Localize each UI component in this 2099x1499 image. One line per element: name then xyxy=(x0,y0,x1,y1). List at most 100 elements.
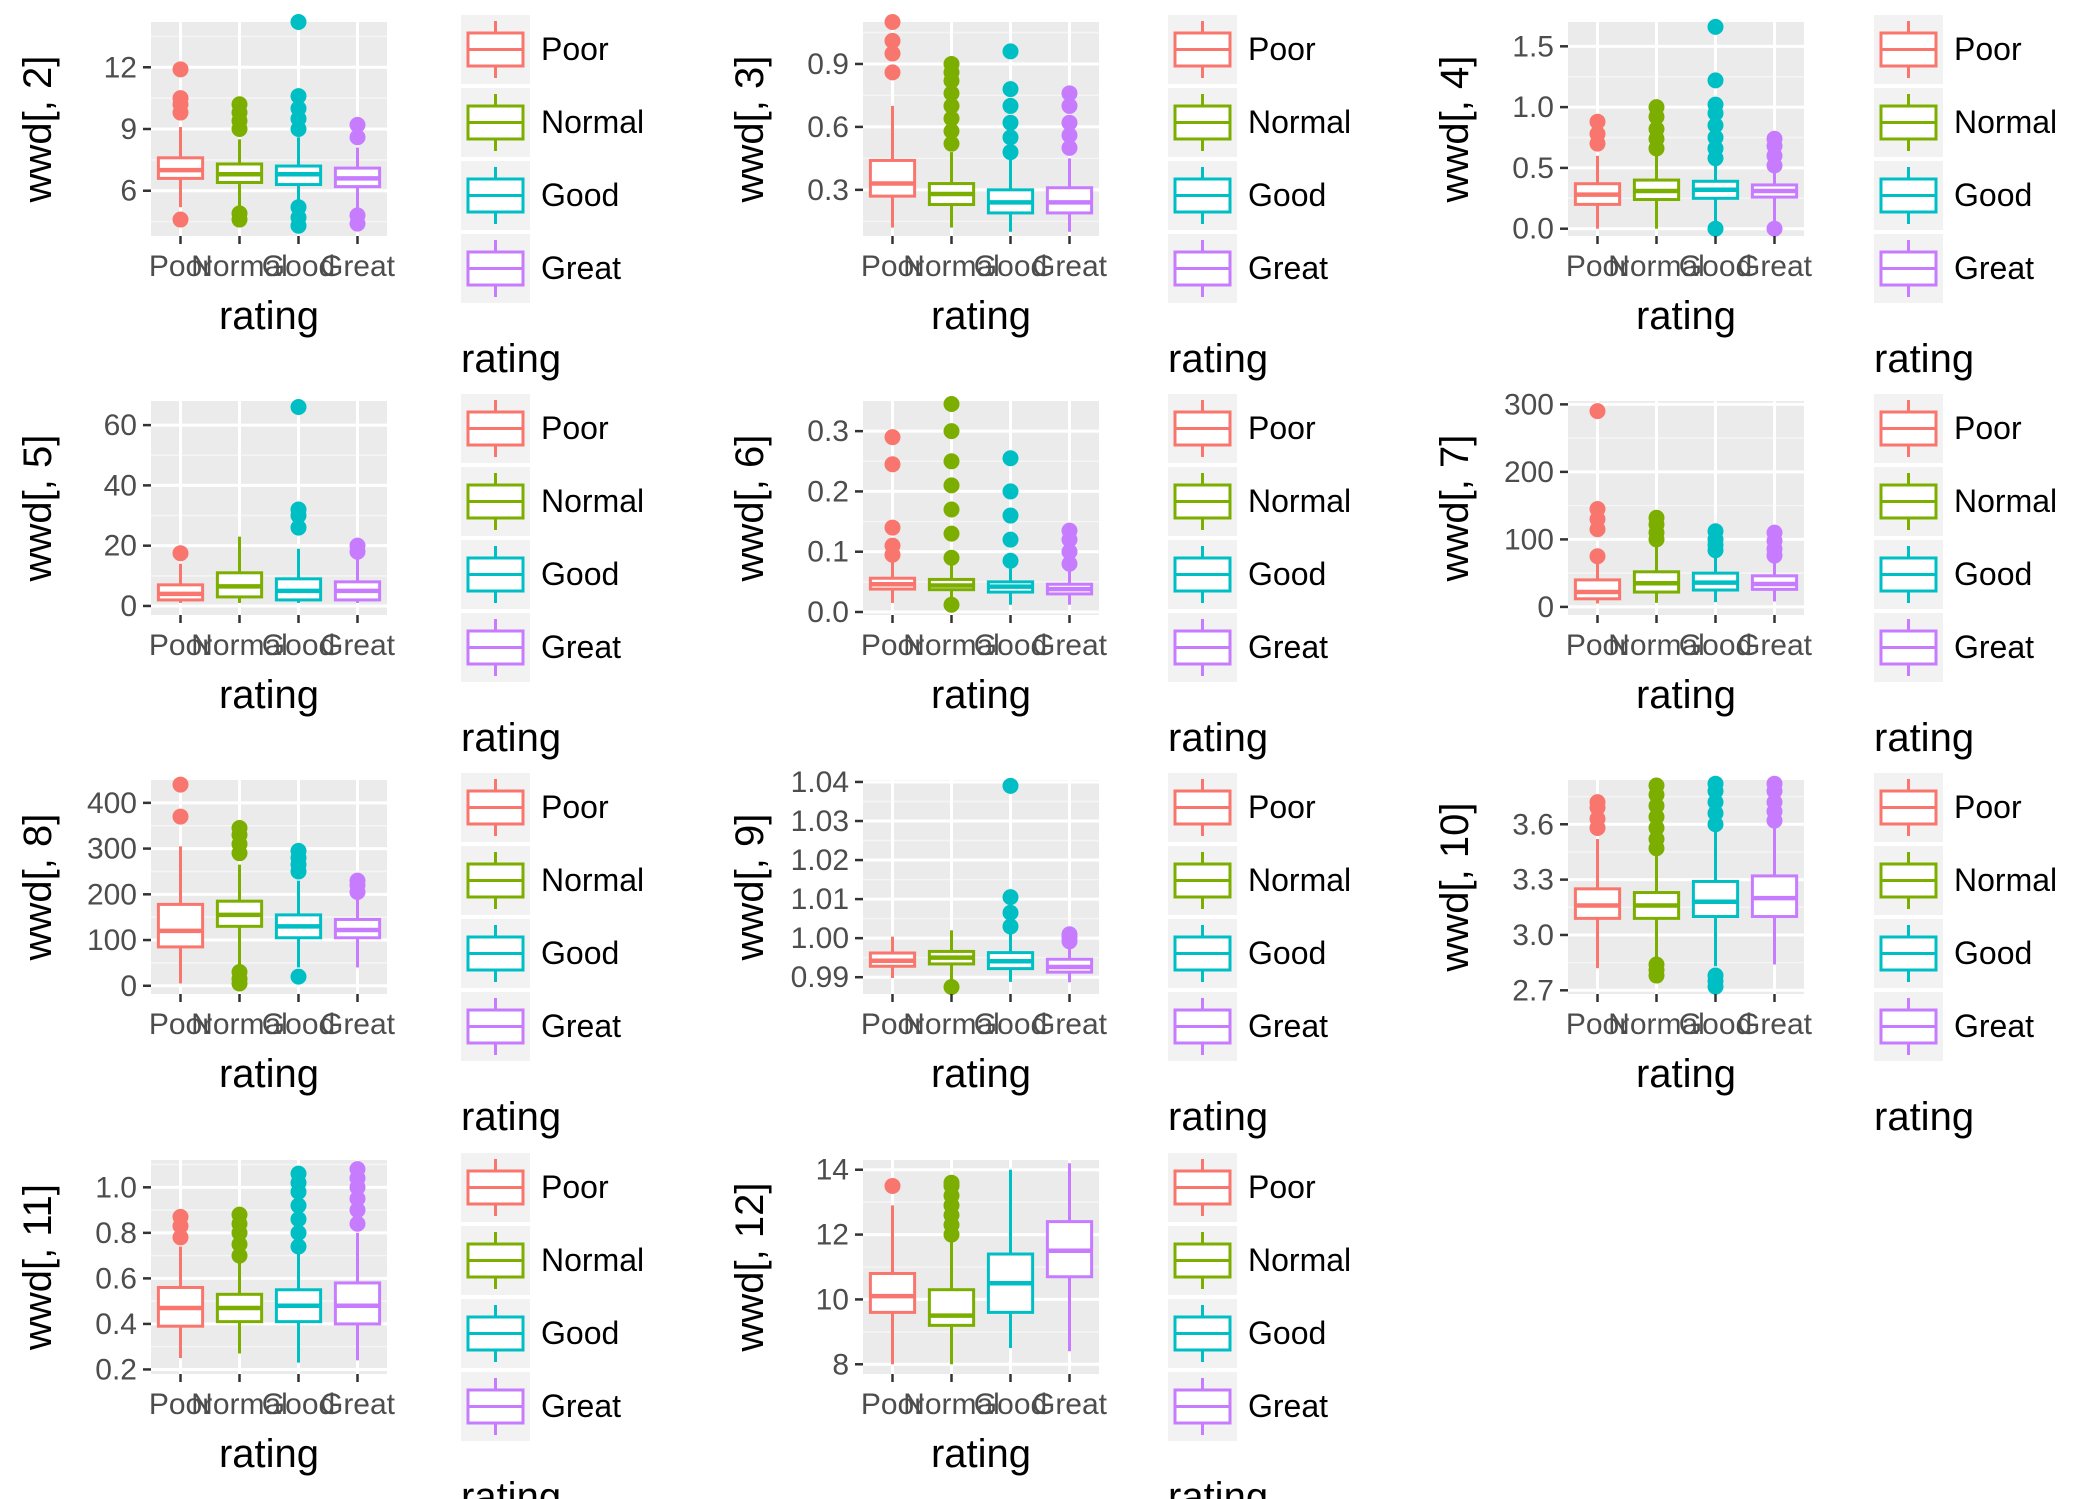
legend: Poor Normal Good Great rating xyxy=(1168,1153,1351,1499)
outlier-point xyxy=(290,88,307,105)
outlier-point xyxy=(1648,831,1665,848)
x-tick-label: Good xyxy=(1679,1008,1752,1041)
outlier-point xyxy=(884,519,901,536)
outlier-point xyxy=(884,64,901,81)
y-axis-title: wwd[, 2] xyxy=(16,56,60,204)
y-tick-label: 10 xyxy=(816,1283,849,1316)
outlier-point xyxy=(1061,127,1078,144)
legend-label: Poor xyxy=(1248,410,1316,446)
y-tick-label: 0.0 xyxy=(1512,213,1554,246)
y-tick-label: 0.6 xyxy=(95,1262,137,1295)
legend: Poor Normal Good Great rating xyxy=(1874,15,2057,381)
box-normal xyxy=(215,536,264,603)
iqr-box xyxy=(868,158,917,198)
outlier-point xyxy=(172,776,189,793)
outlier-point xyxy=(884,537,901,554)
outlier-point xyxy=(1002,129,1019,146)
outlier-point xyxy=(1766,220,1783,237)
legend: Poor Normal Good Great rating xyxy=(1168,15,1351,381)
x-axis-title: rating xyxy=(219,1432,319,1476)
y-tick-label: 0.2 xyxy=(95,1353,137,1386)
y-tick-label: 400 xyxy=(87,787,137,820)
outlier-point xyxy=(1002,81,1019,98)
y-tick-label: 3.3 xyxy=(1512,864,1554,897)
outlier-point xyxy=(884,456,901,473)
outlier-point xyxy=(231,964,248,981)
outlier-point xyxy=(349,872,366,889)
outlier-point xyxy=(1648,99,1665,116)
x-tick-label: Great xyxy=(320,629,396,662)
legend: Poor Normal Good Great rating xyxy=(1874,773,2057,1139)
outlier-point xyxy=(1061,97,1078,114)
outlier-point xyxy=(1002,43,1019,60)
legend-key-normal: Normal xyxy=(1168,467,1351,536)
legend-key-great: Great xyxy=(1168,234,1328,303)
outlier-point xyxy=(1002,889,1019,906)
legend-key-poor: Poor xyxy=(1168,1153,1316,1222)
x-tick-label: Poor xyxy=(149,1008,212,1041)
box-great xyxy=(1750,130,1799,237)
legend-label: Poor xyxy=(541,31,609,67)
outlier-point xyxy=(231,1247,248,1264)
y-tick-label: 0.5 xyxy=(1512,152,1554,185)
box-normal xyxy=(215,820,264,992)
legend-title: rating xyxy=(461,1095,561,1139)
legend-label: Good xyxy=(1248,556,1326,592)
legend-label: Poor xyxy=(1954,410,2022,446)
outlier-point xyxy=(1002,507,1019,524)
x-tick-label: Normal xyxy=(903,629,1000,662)
legend: Poor Normal Good Great rating xyxy=(461,773,644,1139)
outlier-point xyxy=(172,90,189,107)
outlier-point xyxy=(884,14,901,30)
legend-key-good: Good xyxy=(1168,540,1326,609)
legend-key-great: Great xyxy=(1168,613,1328,682)
legend-label: Great xyxy=(1954,629,2034,665)
x-axis-title: rating xyxy=(931,294,1031,338)
outlier-point xyxy=(1061,139,1078,156)
legend-key-great: Great xyxy=(461,613,621,682)
x-tick-label: Great xyxy=(1737,1008,1813,1041)
y-tick-label: 100 xyxy=(1504,523,1554,556)
outlier-point xyxy=(884,429,901,446)
outlier-point xyxy=(290,842,307,859)
legend-label: Good xyxy=(1248,177,1326,213)
outlier-point xyxy=(884,32,901,49)
outlier-point xyxy=(1707,523,1724,540)
legend: Poor Normal Good Great rating xyxy=(461,15,644,381)
legend-label: Great xyxy=(1248,1388,1328,1424)
x-tick-label: Poor xyxy=(1566,250,1629,283)
box-great xyxy=(333,116,382,232)
outlier-point xyxy=(943,123,960,140)
outlier-point xyxy=(1002,552,1019,569)
outlier-point xyxy=(1589,125,1606,142)
legend-title: rating xyxy=(1874,337,1974,381)
x-tick-label: Normal xyxy=(191,629,288,662)
outlier-point xyxy=(1707,117,1724,134)
box-poor xyxy=(1573,113,1622,229)
box-normal xyxy=(1632,777,1681,984)
iqr-box xyxy=(156,902,205,949)
legend: Poor Normal Good Great rating xyxy=(461,1153,644,1499)
y-axis-title: wwd[, 12] xyxy=(728,1183,772,1353)
outlier-point xyxy=(1707,96,1724,113)
outlier-point xyxy=(943,596,960,613)
y-tick-label: 1.5 xyxy=(1512,30,1554,63)
legend-key-good: Good xyxy=(461,1299,619,1368)
outlier-point xyxy=(1002,97,1019,114)
box-good xyxy=(986,43,1035,232)
legend-title: rating xyxy=(1168,716,1268,760)
x-axis-title: rating xyxy=(219,294,319,338)
legend-key-poor: Poor xyxy=(461,15,609,84)
legend-key-great: Great xyxy=(461,992,621,1061)
outlier-point xyxy=(943,1174,960,1191)
outlier-point xyxy=(1061,555,1078,572)
y-tick-label: 300 xyxy=(1504,388,1554,421)
chart-panel-5: 0.00.10.20.3PoorNormalGoodGreatratingwwd… xyxy=(728,394,1351,760)
x-tick-label: Normal xyxy=(191,1388,288,1421)
legend-key-good: Good xyxy=(1168,1299,1326,1368)
outlier-point xyxy=(1002,450,1019,467)
y-tick-label: 1.00 xyxy=(791,922,849,955)
y-axis-title: wwd[, 7] xyxy=(1433,435,1477,583)
y-tick-label: 1.0 xyxy=(95,1171,137,1204)
legend-label: Good xyxy=(541,556,619,592)
